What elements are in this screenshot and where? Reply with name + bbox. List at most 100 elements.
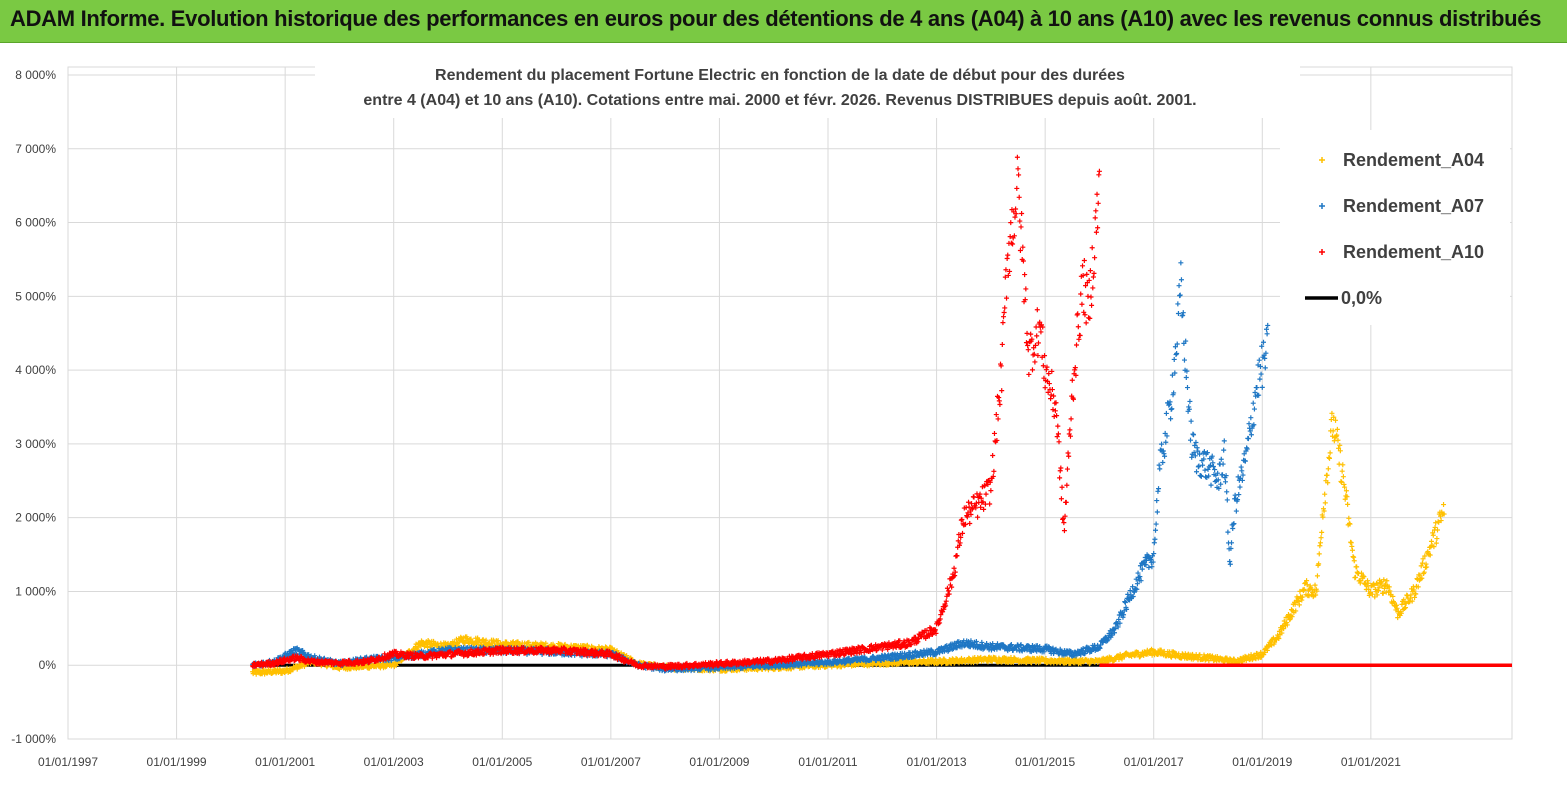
data-point <box>1156 486 1162 492</box>
data-point <box>1340 474 1346 480</box>
data-point <box>1420 556 1426 562</box>
data-point <box>1215 470 1221 476</box>
data-point <box>1221 447 1227 453</box>
data-point <box>1178 277 1184 283</box>
data-point <box>991 430 997 436</box>
data-point <box>516 651 522 657</box>
data-point <box>1316 551 1322 557</box>
data-point <box>937 620 943 626</box>
data-point <box>1257 363 1263 369</box>
data-point <box>1386 584 1392 590</box>
data-point <box>716 663 722 669</box>
data-point <box>1207 462 1213 468</box>
data-point <box>1028 660 1034 666</box>
data-point <box>467 637 473 643</box>
data-point <box>1375 581 1381 587</box>
data-point <box>1013 206 1019 212</box>
data-point <box>950 646 956 652</box>
data-point <box>956 542 962 548</box>
data-point <box>987 479 993 485</box>
data-point <box>1120 614 1126 620</box>
data-point <box>959 516 965 522</box>
data-point <box>1112 625 1118 631</box>
data-point <box>1224 497 1230 503</box>
data-point <box>978 495 984 501</box>
data-point <box>1403 605 1409 611</box>
data-point <box>966 499 972 505</box>
data-point <box>1261 649 1267 655</box>
series-rendement-a10 <box>250 154 1102 672</box>
data-point <box>1251 406 1257 412</box>
data-point <box>1154 509 1160 515</box>
y-tick-label: 2 000% <box>15 511 56 525</box>
data-point <box>1239 468 1245 474</box>
data-point <box>1404 593 1410 599</box>
data-point <box>1230 526 1236 532</box>
data-point <box>1238 464 1244 470</box>
data-point <box>1352 574 1358 580</box>
data-point <box>1188 437 1194 443</box>
data-point <box>1014 185 1020 191</box>
data-point <box>1018 642 1024 648</box>
data-point <box>832 657 838 663</box>
data-point <box>920 657 926 663</box>
data-point <box>1325 480 1331 486</box>
data-point <box>1256 392 1262 398</box>
data-point <box>1015 166 1021 172</box>
data-point <box>1372 586 1378 592</box>
data-point <box>1247 428 1253 434</box>
data-point <box>1349 547 1355 553</box>
data-point <box>1134 586 1140 592</box>
page-title: ADAM Informe. Evolution historique des p… <box>10 6 1542 31</box>
data-point <box>468 636 474 642</box>
data-point <box>1202 467 1208 473</box>
data-point <box>847 646 853 652</box>
data-point <box>1109 632 1115 638</box>
data-point <box>1337 442 1343 448</box>
data-point <box>1192 442 1198 448</box>
data-point <box>966 504 972 510</box>
data-point <box>1149 564 1155 570</box>
data-point <box>951 565 957 571</box>
data-point <box>1366 587 1372 593</box>
data-point <box>1338 478 1344 484</box>
data-point <box>475 647 481 653</box>
data-point <box>967 521 973 527</box>
data-point <box>312 653 318 659</box>
data-point <box>1237 484 1243 490</box>
data-point <box>1117 620 1123 626</box>
data-point <box>1034 643 1040 649</box>
data-point <box>1365 580 1371 586</box>
data-point <box>1398 610 1404 616</box>
data-point <box>1172 370 1178 376</box>
data-point <box>1174 350 1180 356</box>
data-point <box>1361 574 1367 580</box>
data-point <box>1130 594 1136 600</box>
data-point <box>1411 587 1417 593</box>
data-point <box>997 401 1003 407</box>
data-point <box>1293 608 1299 614</box>
data-point <box>1319 529 1325 535</box>
data-point <box>1434 536 1440 542</box>
data-point <box>1005 272 1011 278</box>
data-point <box>1281 626 1287 632</box>
data-point <box>879 647 885 653</box>
data-point <box>1154 498 1160 504</box>
data-point <box>909 650 915 656</box>
data-point <box>1259 343 1265 349</box>
data-point <box>1198 473 1204 479</box>
data-point <box>1248 415 1254 421</box>
data-point <box>1364 583 1370 589</box>
data-point <box>995 416 1001 422</box>
data-point <box>543 640 549 646</box>
data-point <box>1210 460 1216 466</box>
data-point <box>1017 247 1023 253</box>
data-point <box>1350 554 1356 560</box>
data-point <box>994 437 1000 443</box>
data-point <box>1380 590 1386 596</box>
data-point <box>1435 527 1441 533</box>
data-point <box>1215 477 1221 483</box>
data-point <box>1334 432 1340 438</box>
data-point <box>946 591 952 597</box>
